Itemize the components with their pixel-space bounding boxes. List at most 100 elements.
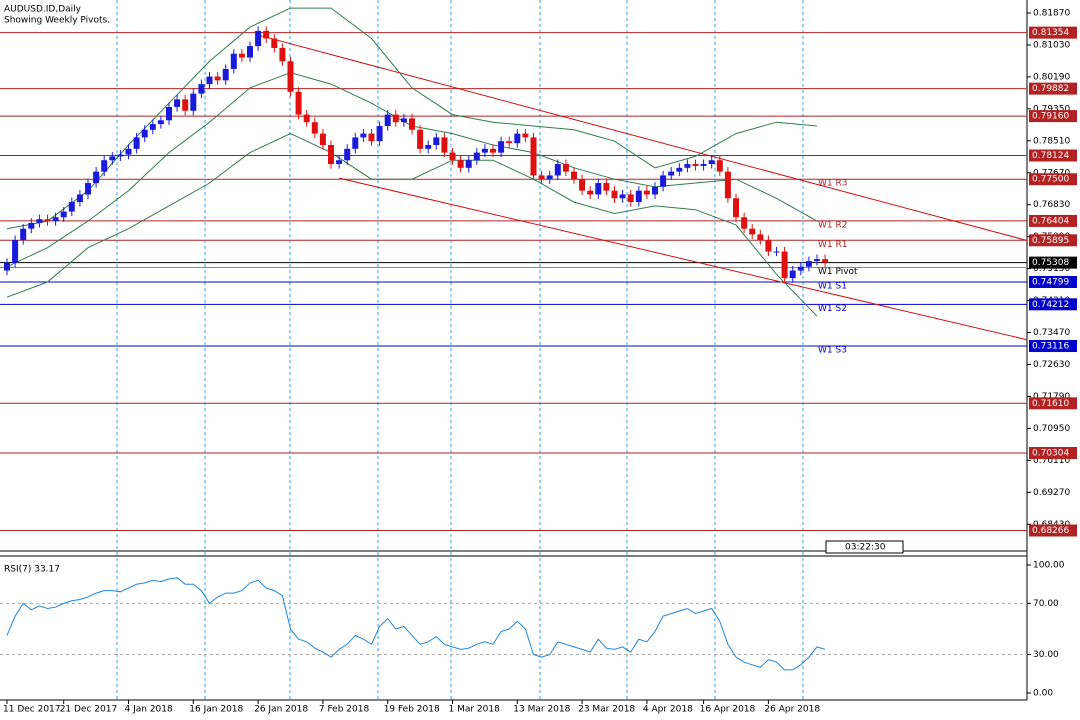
level-label-box [1029,298,1077,311]
rsi-tick-label: 100.00 [1033,560,1065,570]
candle-body [530,137,537,176]
level-label-box [1029,397,1077,410]
candle-body [93,171,100,184]
candle-body [441,137,448,153]
candle-body [554,164,561,176]
candle-body [514,133,521,144]
candle-body [797,266,804,271]
candle-body [749,228,756,235]
candle-body [571,171,577,180]
candle-body [352,137,359,149]
candle-body [182,99,189,111]
candle-body [668,171,675,176]
x-tick-label: 4 Apr 2018 [643,705,693,715]
candle-body [498,141,505,153]
candle-body [344,148,351,161]
candle-body [587,190,594,195]
level-label: 0.81354 [1032,28,1069,38]
pivot-label: W1 R2 [818,220,847,230]
candle-body [757,234,764,241]
candle-body [336,160,343,165]
candle-body [263,30,270,39]
candle-body [822,259,829,263]
level-label: 0.70304 [1032,448,1069,458]
y-tick-label: 0.72630 [1033,360,1070,370]
level-label: 0.76404 [1032,216,1069,226]
x-tick-label: 21 Dec 2017 [60,705,117,715]
candle-body [271,38,278,49]
candle-body [238,53,245,58]
candle-body [36,219,43,223]
candle-body [538,175,545,180]
level-label-box [1029,446,1077,459]
x-tick-label: 7 Feb 2018 [319,705,370,715]
candle-body [133,137,140,149]
candle-body [546,175,553,180]
y-tick-label: 0.81030 [1033,40,1070,50]
level-label: 0.75308 [1032,258,1069,268]
candle-body [52,217,59,222]
y-tick-label: 0.69270 [1033,488,1070,498]
candle-body [319,133,326,146]
x-tick-label: 4 Jan 2018 [125,705,173,715]
candle-body [481,148,488,153]
x-tick-label: 26 Jan 2018 [254,705,308,715]
level-label: 0.73116 [1032,342,1069,352]
candle-body [627,194,634,203]
y-tick-label: 0.71790 [1033,392,1070,402]
candle-body [198,84,205,94]
clock-box [825,540,904,554]
candle-body [490,148,496,153]
level-label: 0.78124 [1032,151,1069,161]
pivot-label: W1 Pivot [818,267,858,277]
y-tick-label: 0.70110 [1033,456,1070,466]
candle-body [214,76,221,81]
x-tick-label: 23 Mar 2018 [578,705,635,715]
candle-body [522,133,529,138]
candle-body [765,240,772,252]
level-label: 0.79160 [1032,112,1069,122]
clock: 03:22:30 [845,543,886,553]
level-label-box [1029,82,1077,95]
x-tick-label: 16 Jan 2018 [189,705,243,715]
candle-body [4,262,10,271]
candle-body [400,118,407,123]
candle-body [125,148,132,155]
candle-body [12,240,19,263]
candle-body [562,164,569,172]
candle-body [28,222,35,229]
candle-body [741,217,748,229]
candle-body [417,129,424,149]
candle-body [733,198,739,218]
pivot-label: W1 R3 [818,179,847,189]
level-label: 0.68266 [1032,526,1069,536]
y-tick-label: 0.75150 [1033,264,1070,274]
y-tick-label: 0.73470 [1033,328,1070,338]
candle-body [433,137,440,146]
candle-body [814,259,820,262]
candle-body [279,48,286,62]
candle-body [684,164,691,168]
candle-body [773,251,780,253]
chart-title: AUDUSD.ID,Daily [4,5,82,15]
candle-body [652,186,658,195]
y-tick-label: 0.78510 [1033,136,1070,146]
candle-body [295,91,302,115]
pivot-label: W1 R1 [818,240,847,250]
rsi-tick-label: 70.00 [1033,599,1059,609]
candle-body [149,124,156,130]
candle-body [781,251,788,279]
candle-body [692,164,699,166]
y-tick-label: 0.80190 [1033,72,1070,82]
rsi-line [6,577,826,671]
candle-body [676,167,683,172]
candle-body [190,93,197,111]
candle-body [619,194,626,199]
level-label-box [1029,26,1077,39]
x-tick-label: 11 Dec 2017 [3,705,61,715]
level-label-box [1029,340,1077,353]
candle-body [20,228,27,241]
candle-body [222,68,229,81]
candle-body [60,211,67,218]
